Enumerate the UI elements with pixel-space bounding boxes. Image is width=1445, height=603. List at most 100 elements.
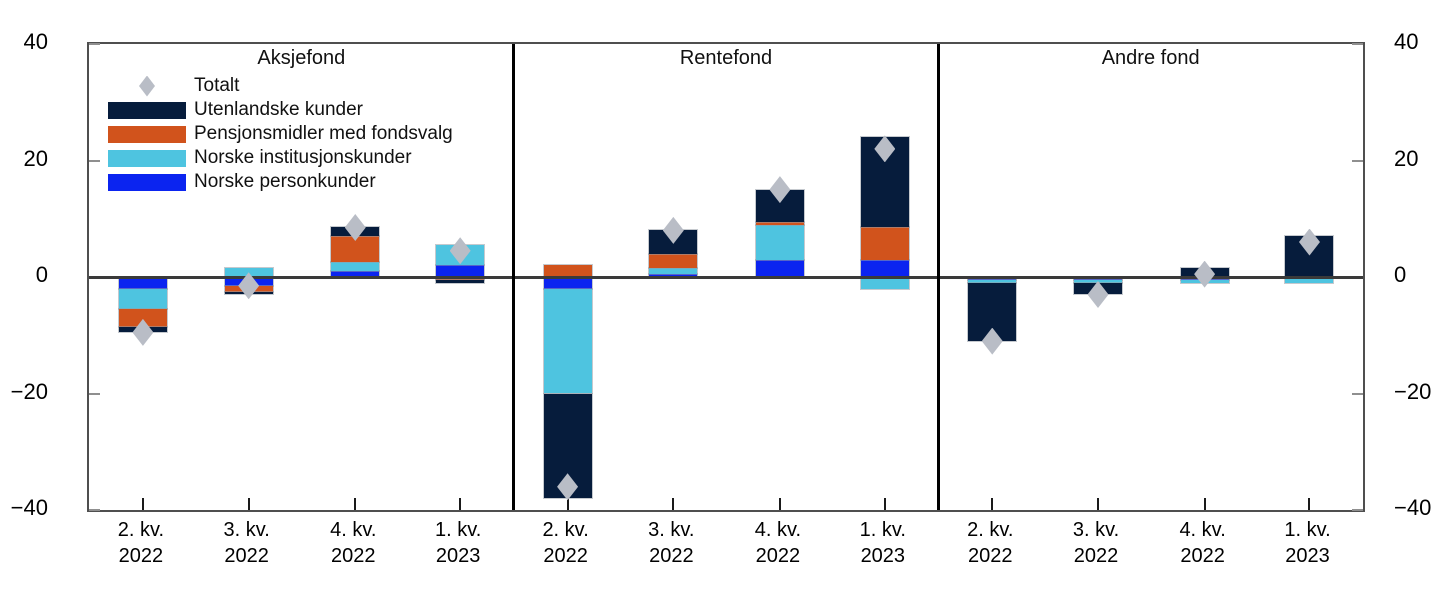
panel-separator bbox=[936, 44, 940, 510]
y-tick-mark bbox=[1352, 43, 1363, 45]
x-label-quarter: 2. kv. bbox=[542, 519, 589, 541]
legend-marker-column bbox=[108, 101, 194, 119]
x-category-label: 1. kv. 2023 bbox=[835, 517, 931, 569]
institutional-swatch-icon bbox=[108, 149, 186, 167]
panel-title: Rentefond bbox=[679, 47, 773, 69]
x-label-year: 2022 bbox=[1073, 545, 1119, 567]
bar-segment-pension bbox=[117, 308, 168, 328]
panel-aksjefond: Aksjefond bbox=[89, 44, 514, 510]
bar-segment-personal bbox=[542, 276, 593, 290]
x-category-label: 3. kv. 2022 bbox=[199, 517, 295, 569]
total-diamond bbox=[874, 135, 896, 163]
x-label-year: 2022 bbox=[224, 545, 269, 567]
y-tick-mark bbox=[89, 509, 100, 511]
legend-label: Pensjonsmidler med fondsvalg bbox=[194, 123, 453, 144]
x-category-label: 4. kv. 2022 bbox=[730, 517, 826, 569]
x-label-quarter: 3. kv. bbox=[648, 519, 695, 541]
y-tick-mark bbox=[89, 392, 100, 395]
bar-segment-pension bbox=[542, 264, 593, 278]
x-label-year: 2023 bbox=[435, 545, 481, 567]
x-axis-labels: 2. kv. 2022 3. kv. 2022 4. kv. 2022 1. kv. 2023… bbox=[87, 517, 1361, 575]
zero-line bbox=[89, 276, 1363, 279]
legend-marker-column bbox=[108, 125, 194, 143]
y-axis-label: 0 bbox=[35, 262, 48, 287]
y-axis-label: 20 bbox=[23, 145, 48, 171]
bar-segment-personal bbox=[330, 270, 381, 278]
bar-segment-pension bbox=[859, 226, 910, 261]
x-label-quarter: 4. kv. bbox=[754, 519, 802, 541]
x-category-label: 2. kv. 2022 bbox=[93, 517, 189, 569]
x-label-year: 2023 bbox=[1285, 545, 1330, 567]
legend: Totalt Utenlandske kunder Pensjonsmidler m… bbox=[108, 74, 453, 194]
x-tick-mark bbox=[1203, 498, 1206, 510]
bar-segment-institutional bbox=[967, 278, 1018, 284]
x-label-quarter: 2. kv. bbox=[117, 519, 165, 541]
y-tick-mark bbox=[1352, 159, 1363, 162]
legend-item-pension: Pensjonsmidler med fondsvalg bbox=[108, 122, 453, 146]
x-label-year: 2023 bbox=[860, 545, 906, 567]
total-diamond bbox=[344, 213, 366, 241]
y-axis-label: 20 bbox=[1394, 145, 1419, 171]
total-diamond bbox=[769, 176, 791, 204]
x-category-label: 1. kv. 2023 bbox=[410, 517, 506, 569]
x-label-quarter: 4. kv. bbox=[1179, 519, 1226, 541]
legend-label: Totalt bbox=[194, 75, 240, 96]
panel-rentefond: Rentefond bbox=[514, 44, 939, 510]
x-tick-mark bbox=[991, 498, 994, 510]
bar-segment-personal bbox=[754, 258, 805, 279]
bar-segment-institutional bbox=[754, 223, 805, 261]
bar-segment-personal bbox=[435, 264, 486, 278]
total-diamond bbox=[132, 318, 154, 346]
x-category-label: 4. kv. 2022 bbox=[1155, 517, 1251, 569]
x-label-quarter: 2. kv. bbox=[967, 519, 1014, 541]
x-label-quarter: 3. kv. bbox=[1072, 519, 1120, 541]
x-label-quarter: 1. kv. bbox=[859, 519, 906, 541]
bar-segment-foreign bbox=[435, 278, 486, 284]
total-diamond bbox=[449, 237, 471, 265]
x-category-label: 3. kv. 2022 bbox=[1048, 517, 1144, 569]
bar-segment-institutional bbox=[859, 276, 910, 290]
foreign-swatch-icon bbox=[108, 101, 186, 119]
x-tick-mark bbox=[354, 498, 357, 510]
x-label-year: 2022 bbox=[649, 545, 694, 567]
bar-segment-institutional bbox=[330, 261, 381, 273]
x-tick-mark bbox=[1308, 498, 1311, 510]
x-category-label: 2. kv. 2022 bbox=[942, 517, 1038, 569]
total-diamond bbox=[981, 327, 1003, 355]
total-diamond bbox=[1194, 260, 1216, 288]
total-diamond bbox=[238, 272, 260, 300]
y-axis-label: −40 bbox=[1394, 495, 1432, 520]
legend-label: Norske personkunder bbox=[194, 171, 376, 192]
y-axis-label: −20 bbox=[1394, 378, 1432, 404]
x-label-quarter: 3. kv. bbox=[223, 519, 270, 541]
y-tick-mark bbox=[89, 43, 100, 45]
panel-title: Aksjefond bbox=[257, 47, 346, 69]
x-label-year: 2022 bbox=[968, 545, 1013, 567]
legend-label: Utenlandske kunder bbox=[194, 99, 363, 120]
x-category-label: 3. kv. 2022 bbox=[623, 517, 719, 569]
bar-segment-pension bbox=[648, 252, 699, 270]
x-tick-mark bbox=[883, 498, 886, 510]
legend-marker-column bbox=[108, 75, 194, 97]
legend-item-personal: Norske personkunder bbox=[108, 170, 453, 194]
x-label-quarter: 1. kv. bbox=[1284, 519, 1331, 541]
total-diamond-icon bbox=[139, 75, 155, 97]
x-tick-mark bbox=[141, 498, 144, 510]
x-label-year: 2022 bbox=[118, 545, 164, 567]
total-diamond bbox=[557, 473, 579, 501]
pension-swatch-icon bbox=[108, 125, 186, 143]
panel-separator bbox=[512, 44, 516, 510]
x-label-year: 2022 bbox=[543, 545, 588, 567]
x-tick-mark bbox=[778, 498, 781, 510]
x-tick-mark bbox=[566, 498, 569, 510]
x-label-year: 2022 bbox=[1180, 545, 1225, 567]
x-tick-mark bbox=[459, 498, 462, 510]
bar-segment-institutional bbox=[648, 267, 699, 276]
personal-swatch-icon bbox=[108, 173, 186, 191]
y-tick-mark bbox=[1352, 509, 1363, 511]
total-diamond bbox=[1087, 280, 1109, 308]
bar-segment-institutional bbox=[542, 287, 593, 395]
panel-title: Andre fond bbox=[1101, 47, 1200, 69]
legend-marker-column bbox=[108, 173, 194, 191]
bar-segment-personal bbox=[648, 273, 699, 278]
